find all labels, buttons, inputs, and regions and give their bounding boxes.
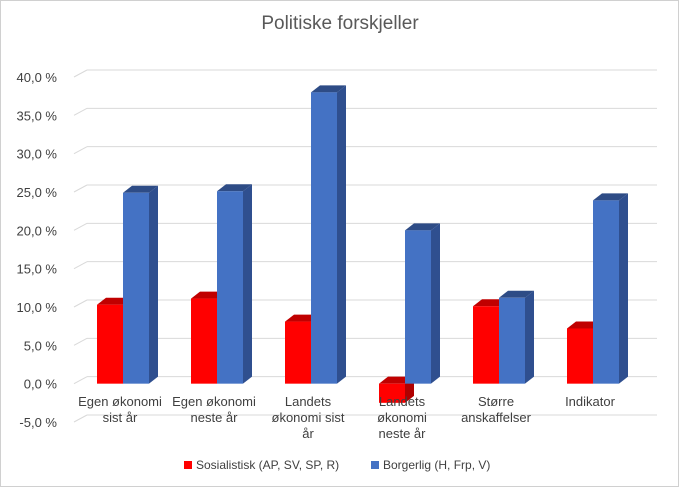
legend: Sosialistisk (AP, SV, SP, R) Borgerlig (H… xyxy=(184,458,490,472)
x-category-label: neste år xyxy=(379,426,427,441)
chart-title: Politiske forskjeller xyxy=(261,13,419,34)
gridline-diag xyxy=(73,184,88,193)
bar-side xyxy=(149,185,158,384)
y-tick-label: 0,0 % xyxy=(24,377,58,392)
bar-side xyxy=(431,223,440,384)
bars xyxy=(97,85,628,403)
x-category-label: anskaffelser xyxy=(461,410,532,425)
gridline-diag xyxy=(73,69,88,78)
x-category-label: Landets xyxy=(285,394,332,409)
y-tick-label: 30,0 % xyxy=(17,147,58,162)
bar xyxy=(593,200,619,384)
y-tick-label: 10,0 % xyxy=(17,300,58,315)
bar xyxy=(567,328,593,384)
gridline-diag xyxy=(73,414,88,423)
gridlines xyxy=(73,69,657,423)
bar-side xyxy=(243,184,252,384)
bar xyxy=(379,383,405,403)
x-category-label: Landets xyxy=(379,394,426,409)
x-category-label: økonomi xyxy=(377,410,427,425)
bar xyxy=(499,297,525,384)
gridline-diag xyxy=(73,222,88,231)
bar-side xyxy=(619,193,628,384)
bar-top xyxy=(593,193,628,201)
gridline-diag xyxy=(73,337,88,346)
legend-swatch xyxy=(184,461,192,469)
x-category-label: Større xyxy=(478,394,514,409)
y-tick-label: 20,0 % xyxy=(17,223,58,238)
bar-top xyxy=(499,290,534,298)
gridline-diag xyxy=(73,376,88,385)
x-category-label: Egen økonomi xyxy=(78,394,162,409)
bar xyxy=(285,321,311,384)
gridline-diag xyxy=(73,299,88,308)
bar xyxy=(311,92,337,384)
bar xyxy=(191,298,217,384)
gridline-diag xyxy=(73,261,88,270)
legend-swatch xyxy=(371,461,379,469)
bar xyxy=(97,304,123,384)
legend-label: Sosialistisk (AP, SV, SP, R) xyxy=(196,458,339,472)
bar-top xyxy=(217,184,252,192)
bar xyxy=(217,191,243,384)
y-tick-label: 25,0 % xyxy=(17,185,58,200)
gridline-diag xyxy=(73,146,88,155)
bar-top xyxy=(311,85,346,93)
x-category-label: Egen økonomi xyxy=(172,394,256,409)
x-category-label: neste år xyxy=(191,410,239,425)
gridline-diag xyxy=(73,107,88,116)
bar-top xyxy=(405,223,440,231)
x-category-label: økonomi sist xyxy=(272,410,345,425)
legend-label: Borgerlig (H, Frp, V) xyxy=(383,458,490,472)
x-category-label: år xyxy=(302,426,314,441)
bar-side xyxy=(337,85,346,384)
x-category-label: Indikator xyxy=(565,394,616,409)
y-tick-label: 15,0 % xyxy=(17,262,58,277)
bar-side xyxy=(525,290,534,384)
x-category-label: sist år xyxy=(103,410,138,425)
y-tick-label: 5,0 % xyxy=(24,338,58,353)
bar xyxy=(473,306,499,384)
y-tick-label: -5,0 % xyxy=(19,415,57,430)
bar xyxy=(405,230,431,384)
bar xyxy=(123,192,149,384)
bar-top xyxy=(123,185,158,193)
y-tick-label: 40,0 % xyxy=(17,70,58,85)
y-axis-ticks: -5,0 % 0,0 % 5,0 % 10,0 % 15,0 % 20,0 % 25,0 %… xyxy=(17,70,58,430)
y-tick-label: 35,0 % xyxy=(17,108,58,123)
